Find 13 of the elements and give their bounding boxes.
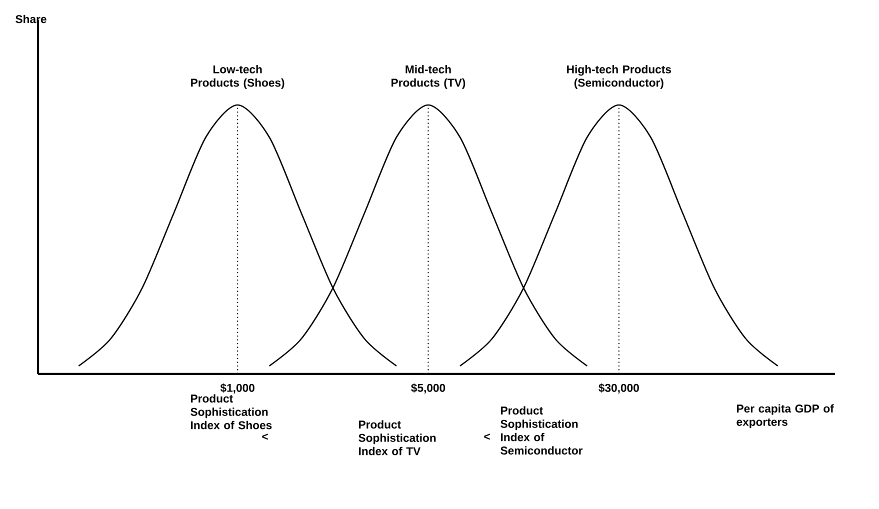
text: Low-tech Products (Shoes) bbox=[191, 65, 284, 89]
text: Product Sophistication Index of TV bbox=[358, 420, 436, 456]
x-tick-label: $30,000 bbox=[598, 383, 639, 394]
text: Product Sophistication Index of Semiconductor bbox=[500, 406, 583, 455]
x-axis-title: Per capita GDP of exporters bbox=[736, 404, 834, 428]
x-tick-label: $1,000 bbox=[220, 383, 254, 394]
text: High-tech Products (Semiconductor) bbox=[567, 65, 672, 89]
text: Product Sophistication Index of Shoes bbox=[190, 394, 272, 430]
text: < bbox=[262, 434, 268, 440]
text: Mid-tech Products (TV) bbox=[392, 65, 466, 89]
text: Share bbox=[16, 14, 46, 24]
x-tick-label: $5,000 bbox=[411, 383, 446, 394]
text: < bbox=[484, 434, 490, 440]
